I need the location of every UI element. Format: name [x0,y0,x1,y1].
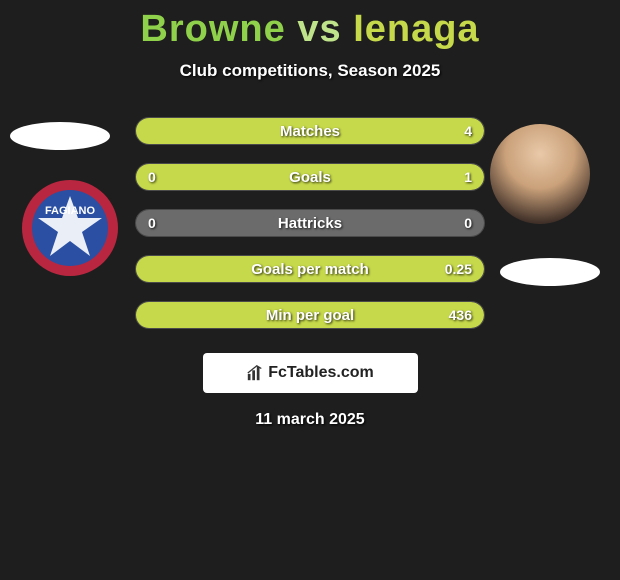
title-vs: vs [297,8,341,50]
stat-value-right: 0.25 [445,261,472,277]
stats-container: Matches40Goals10Hattricks0Goals per matc… [135,117,485,329]
date: 11 march 2025 [0,411,620,429]
stat-label: Goals [136,169,484,186]
stat-row: Matches4 [135,117,485,145]
stat-row: 0Hattricks0 [135,209,485,237]
page-title: Browne vs Ienaga [0,0,620,51]
brand-text: FcTables.com [268,364,374,382]
player1-avatar-placeholder [10,122,110,150]
stat-label: Min per goal [136,307,484,324]
stat-row: Min per goal436 [135,301,485,329]
stat-label: Hattricks [136,215,484,232]
stat-value-right: 4 [464,123,472,139]
stat-row: 0Goals1 [135,163,485,191]
stat-row: Goals per match0.25 [135,255,485,283]
club-badge-icon: FAGIANO [20,178,120,278]
bar-chart-icon [246,364,264,382]
stat-value-right: 1 [464,169,472,185]
player1-club-badge: FAGIANO [20,178,120,278]
club-badge-label: FAGIANO [45,205,96,217]
stat-label: Matches [136,123,484,140]
title-player1: Browne [140,8,285,50]
player2-club-placeholder [500,258,600,286]
stat-label: Goals per match [136,261,484,278]
subtitle: Club competitions, Season 2025 [0,61,620,81]
player2-avatar [490,124,590,224]
stat-value-right: 436 [449,307,472,323]
brand-box[interactable]: FcTables.com [203,353,418,393]
stat-value-right: 0 [464,215,472,231]
title-player2: Ienaga [353,8,479,50]
